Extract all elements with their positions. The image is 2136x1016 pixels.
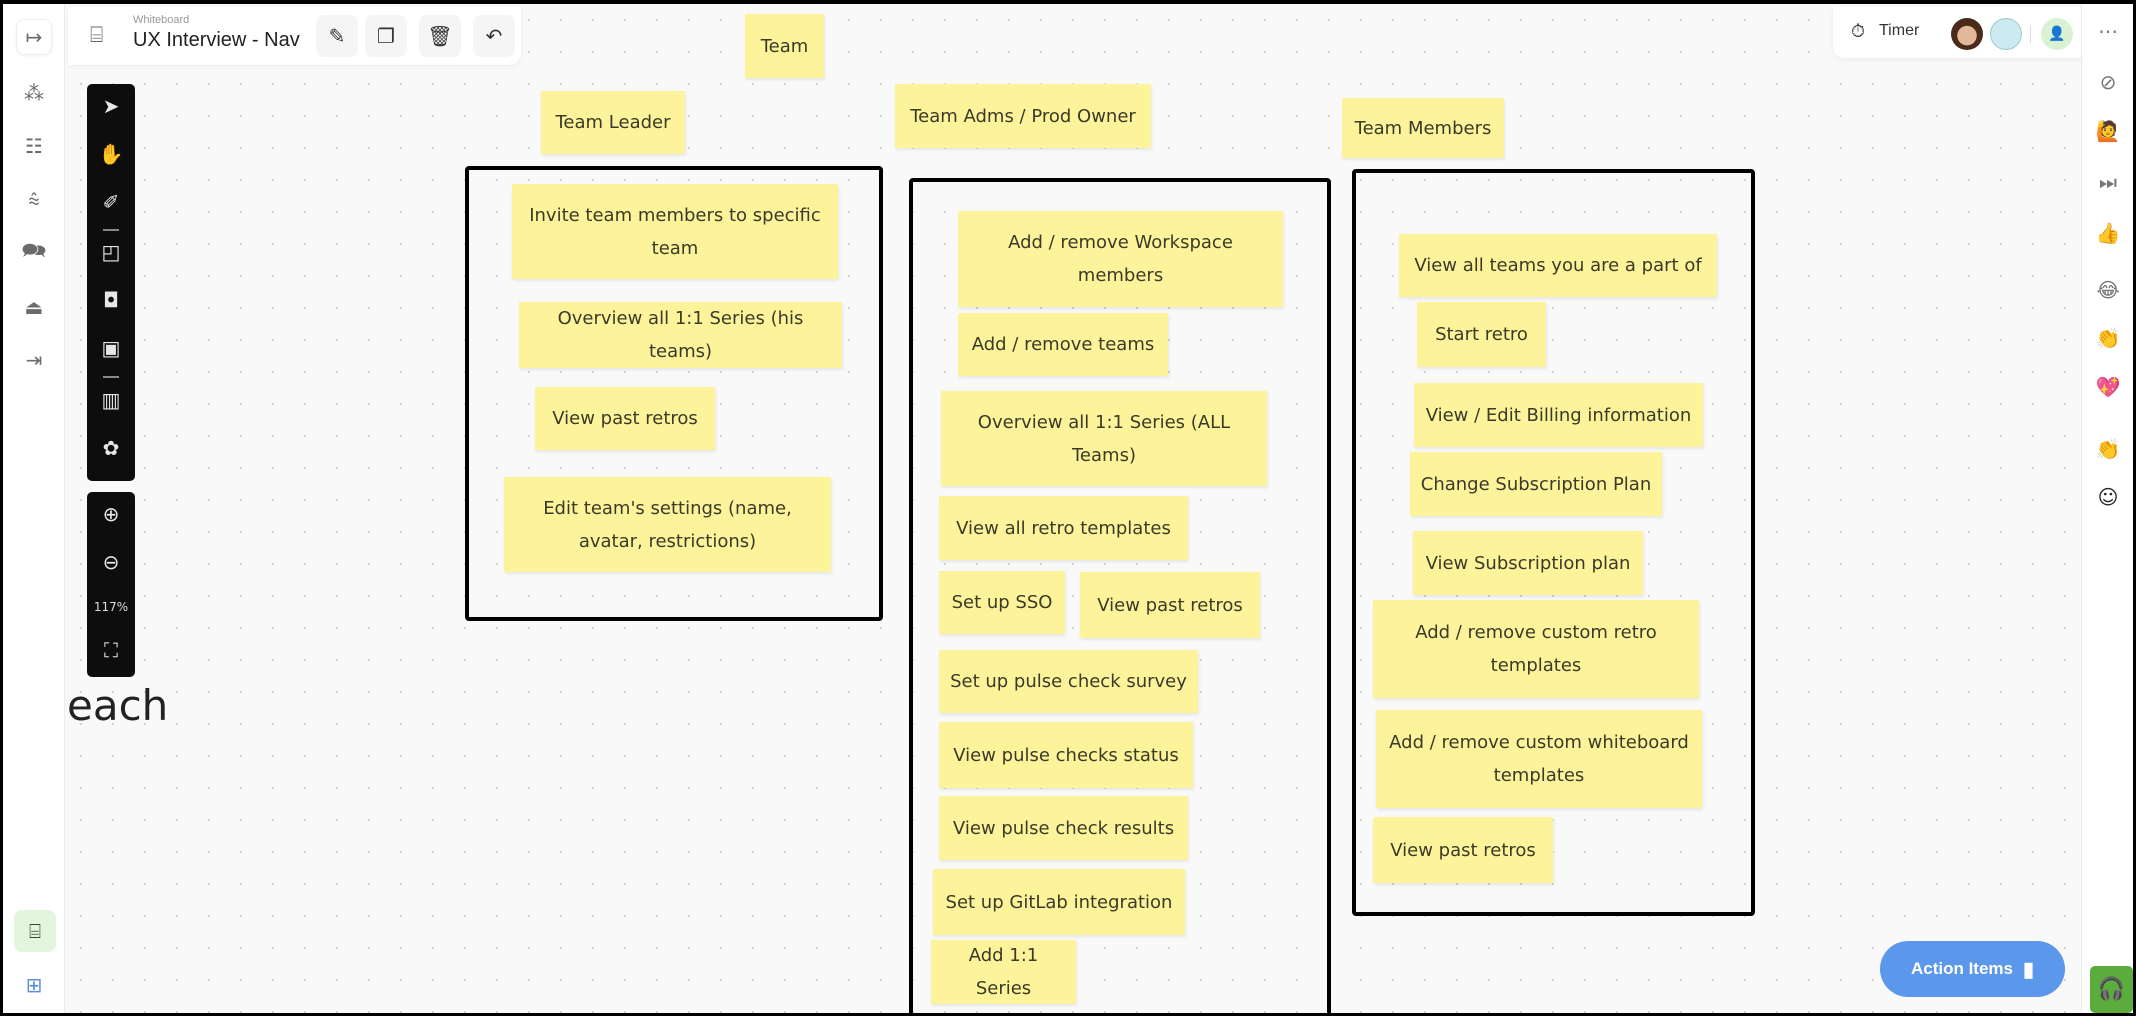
divider [103, 376, 119, 378]
columns-tool-icon[interactable]: ▥ [101, 388, 121, 412]
more-icon[interactable]: ⋯ [2098, 19, 2118, 43]
sticky-note[interactable]: Add / remove custom whiteboard templates [1376, 710, 1702, 808]
sticky-note[interactable]: Start retro [1417, 302, 1546, 367]
chat-icon[interactable]: 🗪 [21, 238, 47, 262]
stamp-icon[interactable]: ⏏ [24, 295, 44, 319]
image-tool-icon[interactable]: ▣ [101, 336, 121, 360]
avatar[interactable] [1951, 18, 1983, 50]
sticky-note[interactable]: View Subscription plan [1413, 531, 1643, 595]
whiteboard-title[interactable]: UX Interview - Nav [133, 29, 300, 51]
edit-button[interactable]: ✎ [316, 15, 358, 57]
clap-emoji-icon[interactable]: 👏 [2095, 437, 2121, 461]
ideas-icon[interactable]: ⁂ [24, 81, 44, 105]
header-subtitle: Whiteboard [133, 14, 190, 26]
whiteboard-canvas[interactable]: each Team Team Leader Team Adms / Prod O… [65, 4, 2085, 1013]
whiteboard-header: ⌸ Whiteboard UX Interview - Nav ✎ ❐ 🗑 ↶ [68, 7, 521, 65]
retro-icon[interactable]: ☷ [25, 134, 43, 158]
fast-forward-emoji-icon[interactable]: ⏭ [2099, 170, 2117, 194]
duplicate-button[interactable]: ❐ [365, 15, 407, 57]
app-window: each Team Team Leader Team Adms / Prod O… [3, 4, 2133, 1013]
sticky-note[interactable]: Add / remove teams [958, 313, 1168, 376]
headset-icon: 🎧 [2097, 977, 2126, 1002]
whiteboard-icon: ⌸ [90, 23, 104, 48]
sticky-note[interactable]: View past retros [1080, 572, 1260, 638]
undo-icon: ↶ [485, 24, 503, 48]
raise-hand-emoji-icon[interactable]: 🙋 [2095, 119, 2121, 143]
sticky-note[interactable]: View pulse check results [939, 796, 1188, 860]
sticky-note[interactable]: Set up pulse check survey [939, 650, 1198, 713]
sticky-note[interactable]: View / Edit Billing information [1414, 383, 1703, 447]
sticky-note[interactable]: Change Subscription Plan [1410, 452, 1662, 516]
sticky-team-leader[interactable]: Team Leader [541, 91, 685, 154]
sticky-note[interactable]: View past retros [1373, 817, 1553, 883]
left-sidebar: ↦ ⁂ ☷ ⩯ 🗪 ⏏ ⇥ ⌸ ⊞ [3, 4, 65, 1013]
select-tool-icon[interactable]: ➤ [102, 94, 120, 118]
team-admins-frame [909, 178, 1331, 1013]
zoom-controls: ⊕ ⊖ 117% ⛶ [87, 492, 135, 677]
tool-palette: ➤ ✋ ✐ ◰ ◘ ▣ ▥ ✿ [87, 84, 135, 481]
team-leader-frame [465, 166, 883, 621]
delete-button[interactable]: 🗑 [419, 15, 461, 57]
hand-tool-icon[interactable]: ✋ [98, 142, 124, 166]
sticky-note[interactable]: Overview all 1:1 Series (ALL Teams) [941, 391, 1267, 486]
laughing-emoji-icon[interactable]: 😂 [2096, 278, 2120, 302]
action-items-button[interactable]: Action Items ▮ [1880, 941, 2065, 997]
canvas-text-fragment: each [67, 681, 169, 730]
sticky-note[interactable]: Add / remove custom retro templates [1373, 600, 1699, 698]
sticky-note-tool-icon[interactable]: ◰ [101, 240, 121, 264]
sticky-note[interactable]: Add 1:1 Series [931, 940, 1076, 1004]
pulse-check-icon[interactable]: ⩯ [28, 188, 40, 212]
whiteboard-nav-icon[interactable]: ⌸ [14, 910, 56, 952]
fit-to-screen-icon[interactable]: ⛶ [104, 638, 118, 662]
action-items-label: Action Items [1910, 959, 2013, 978]
sticky-team[interactable]: Team [745, 14, 824, 78]
reactions-sidebar: ⋯ ⊘ 🙋 ⏭ 👍 😂 👏 💖 👏 ☺ [2081, 4, 2133, 1013]
heart-emoji-icon[interactable]: 💖 [2095, 375, 2121, 399]
timer-button[interactable]: Timer [1879, 22, 1920, 39]
sticky-note[interactable]: View all teams you are a part of [1399, 234, 1717, 297]
collapse-icon[interactable]: ⇥ [25, 348, 43, 372]
timer-icon: ⏱ [1851, 21, 1866, 42]
sticky-note[interactable]: Overview all 1:1 Series (his teams) [519, 302, 842, 368]
clap-emoji-icon[interactable]: 👏 [2095, 326, 2121, 350]
document-icon: ▮ [2023, 958, 2035, 981]
team-members-frame [1352, 169, 1755, 916]
hide-icon[interactable]: ⊘ [2099, 70, 2117, 94]
avatar[interactable] [1990, 18, 2022, 50]
divider [2030, 25, 2031, 43]
undo-button[interactable]: ↶ [473, 15, 515, 57]
invite-user-button[interactable]: 👤 [2041, 18, 2073, 50]
stickers-tool-icon[interactable]: ✿ [102, 436, 120, 460]
sticky-team-members[interactable]: Team Members [1342, 98, 1504, 158]
support-button[interactable]: 🎧 [2090, 966, 2133, 1013]
expand-sidebar-icon[interactable]: ↦ [16, 19, 52, 55]
sticky-team-admins[interactable]: Team Adms / Prod Owner [895, 84, 1151, 148]
divider [103, 229, 119, 231]
sticky-note[interactable]: View all retro templates [939, 496, 1188, 560]
thumbs-up-emoji-icon[interactable]: 👍 [2095, 221, 2121, 245]
zoom-out-icon[interactable]: ⊖ [102, 550, 120, 574]
sticky-note[interactable]: Set up SSO [939, 571, 1065, 634]
add-reaction-icon[interactable]: ☺ [2097, 485, 2119, 509]
zoom-level: 117% [93, 600, 129, 614]
sticky-note[interactable]: View pulse checks status [939, 722, 1193, 788]
copy-icon: ❐ [377, 24, 395, 48]
sticky-note[interactable]: Set up GitLab integration [933, 869, 1185, 935]
sticky-note[interactable]: View past retros [535, 387, 715, 450]
shapes-tool-icon[interactable]: ◘ [103, 288, 119, 312]
pen-tool-icon[interactable]: ✐ [102, 190, 120, 214]
sticky-note[interactable]: Invite team members to specific team [512, 184, 838, 279]
add-user-icon: 👤 [2048, 26, 2066, 42]
sticky-note[interactable]: Edit team's settings (name, avatar, rest… [504, 477, 831, 572]
sticky-note[interactable]: Add / remove Workspace members [958, 211, 1283, 307]
add-whiteboard-icon[interactable]: ⊞ [25, 973, 43, 997]
zoom-in-icon[interactable]: ⊕ [102, 502, 120, 526]
trash-icon: 🗑 [427, 24, 453, 48]
edit-icon: ✎ [328, 24, 346, 48]
session-bar: ⏱ Timer 👤 [1833, 7, 2087, 58]
